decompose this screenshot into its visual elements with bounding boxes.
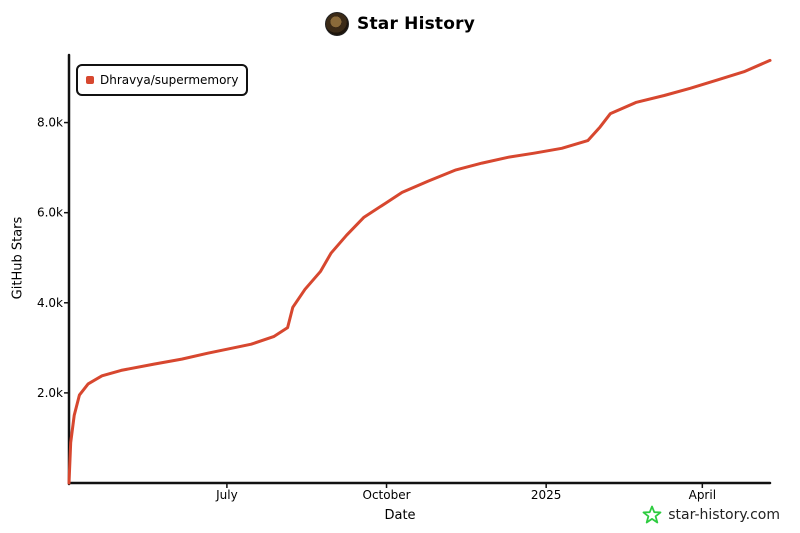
chart-axes: 2.0k 4.0k 6.0k 8.0k July October 2025 April: [37, 53, 772, 502]
avatar: [325, 12, 349, 36]
star-history-watermark[interactable]: star-history.com: [642, 505, 780, 525]
y-tick-label: 2.0k: [37, 386, 63, 400]
chart-header: Star History: [0, 10, 800, 38]
legend: Dhravya/supermemory: [76, 64, 249, 96]
y-tick-label: 6.0k: [37, 206, 63, 220]
star-icon: [642, 505, 662, 524]
x-axis-label: Date: [384, 508, 416, 523]
chart-title: Star History: [357, 14, 475, 34]
y-axis-label: GitHub Stars: [10, 216, 26, 300]
series-line-0: [67, 58, 772, 485]
watermark-label: star-history.com: [668, 507, 780, 523]
plot-area: [67, 58, 772, 485]
legend-label: Dhravya/supermemory: [100, 73, 239, 87]
x-tick-label: April: [689, 488, 716, 502]
x-tick-label: July: [215, 488, 238, 502]
x-tick-label: October: [363, 488, 411, 502]
y-tick-label: 8.0k: [37, 116, 63, 130]
legend-swatch: [86, 76, 94, 84]
y-tick-label: 4.0k: [37, 296, 63, 310]
x-tick-label: 2025: [531, 488, 562, 502]
